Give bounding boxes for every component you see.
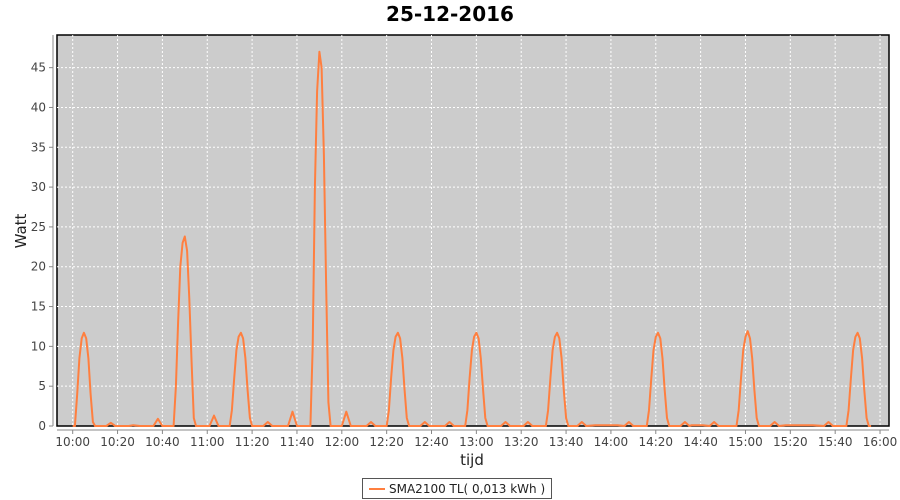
y-axis-label: Watt (12, 213, 30, 248)
x-tick-label: 15:40 (818, 435, 853, 449)
axes: 0 5 10 15 20 25 30 35 40 45 10:00 10:20 10:40 11:00 11… (31, 35, 898, 449)
x-tick-label: 13:40 (549, 435, 584, 449)
x-tick-label: 16:00 (863, 435, 898, 449)
x-tick-label: 10:20 (100, 435, 135, 449)
series-line (72, 50, 872, 427)
x-tick-label: 13:00 (459, 435, 494, 449)
y-tick-label: 30 (31, 180, 46, 194)
x-tick-label: 11:40 (280, 435, 315, 449)
y-tick-label: 25 (31, 220, 46, 234)
y-tick-label: 15 (31, 300, 46, 314)
y-tick-label: 20 (31, 260, 46, 274)
x-tick-label: 12:40 (414, 435, 449, 449)
gridlines (57, 35, 889, 426)
x-tick-label: 11:20 (235, 435, 270, 449)
x-tick-label: 15:00 (728, 435, 763, 449)
y-tick-label: 0 (38, 419, 46, 433)
chart-title: 25-12-2016 (386, 2, 514, 26)
x-tick-label: 12:00 (325, 435, 360, 449)
y-tick-label: 40 (31, 100, 46, 114)
x-tick-label: 10:00 (55, 435, 90, 449)
series-lines (72, 50, 872, 427)
y-tick-label: 5 (38, 379, 46, 393)
y-tick-label: 45 (31, 61, 46, 75)
x-tick-label: 10:40 (145, 435, 180, 449)
x-tick-label: 14:20 (638, 435, 673, 449)
x-tick-label: 14:40 (683, 435, 718, 449)
x-tick-label: 11:00 (190, 435, 225, 449)
y-tick-label: 10 (31, 339, 46, 353)
x-tick-label: 15:20 (773, 435, 808, 449)
x-axis-label: tijd (460, 451, 484, 469)
legend-label: SMA2100 TL( 0,013 kWh ) (389, 481, 546, 496)
legend-swatch (369, 487, 385, 490)
x-tick-label: 13:20 (504, 435, 539, 449)
x-tick-label: 12:20 (369, 435, 404, 449)
legend: SMA2100 TL( 0,013 kWh ) (362, 478, 553, 499)
y-tick-label: 35 (31, 140, 46, 154)
plot-area (56, 34, 890, 427)
x-tick-label: 14:00 (594, 435, 629, 449)
